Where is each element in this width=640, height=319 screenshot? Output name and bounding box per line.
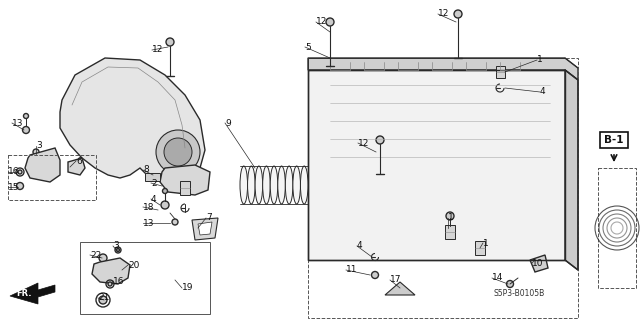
Polygon shape <box>92 258 130 284</box>
Circle shape <box>454 10 462 18</box>
Circle shape <box>172 219 178 225</box>
Polygon shape <box>308 58 578 80</box>
Text: 3: 3 <box>36 142 42 151</box>
Circle shape <box>24 114 29 118</box>
Circle shape <box>22 127 29 133</box>
Circle shape <box>163 189 168 194</box>
Circle shape <box>18 170 22 174</box>
Ellipse shape <box>262 166 270 204</box>
Bar <box>598 168 636 288</box>
Text: 6: 6 <box>76 157 82 166</box>
Text: 8: 8 <box>143 166 148 174</box>
Text: 12: 12 <box>152 46 163 55</box>
Text: 1: 1 <box>448 213 454 222</box>
Circle shape <box>371 271 378 278</box>
Text: 21: 21 <box>98 293 109 302</box>
Text: FR.: FR. <box>16 288 31 298</box>
Circle shape <box>33 149 39 155</box>
Text: 12: 12 <box>316 18 328 26</box>
Circle shape <box>164 138 192 166</box>
Text: B-1: B-1 <box>604 135 624 145</box>
Circle shape <box>446 212 454 220</box>
Text: 17: 17 <box>390 276 401 285</box>
Text: 4: 4 <box>151 195 157 204</box>
Polygon shape <box>530 255 548 272</box>
Ellipse shape <box>278 166 285 204</box>
Circle shape <box>99 254 107 262</box>
Polygon shape <box>385 282 415 295</box>
Text: 3: 3 <box>113 241 119 250</box>
Circle shape <box>108 282 112 286</box>
Bar <box>308 58 578 318</box>
Text: 15: 15 <box>8 182 19 191</box>
Text: 10: 10 <box>532 258 543 268</box>
Text: S5P3-B0105B: S5P3-B0105B <box>494 290 545 299</box>
Polygon shape <box>308 70 565 260</box>
Ellipse shape <box>293 166 300 204</box>
Polygon shape <box>25 148 60 182</box>
Ellipse shape <box>248 166 255 204</box>
Text: 20: 20 <box>128 261 140 270</box>
Text: 9: 9 <box>225 118 231 128</box>
Circle shape <box>326 18 334 26</box>
Bar <box>80 242 210 314</box>
Ellipse shape <box>270 166 278 204</box>
Ellipse shape <box>285 166 293 204</box>
Text: 1: 1 <box>483 239 489 248</box>
Text: 11: 11 <box>346 265 358 275</box>
Polygon shape <box>198 222 212 235</box>
Bar <box>180 181 190 195</box>
Polygon shape <box>565 70 578 270</box>
Text: 5: 5 <box>305 42 311 51</box>
Text: 12: 12 <box>358 138 369 147</box>
Text: 16: 16 <box>8 167 19 176</box>
Ellipse shape <box>240 166 248 204</box>
Circle shape <box>376 136 384 144</box>
Circle shape <box>99 296 107 304</box>
Text: 14: 14 <box>492 273 504 283</box>
Text: 1: 1 <box>537 56 543 64</box>
Ellipse shape <box>255 166 262 204</box>
Circle shape <box>17 182 24 189</box>
Text: 19: 19 <box>182 284 193 293</box>
Text: 4: 4 <box>357 241 363 250</box>
Circle shape <box>156 130 200 174</box>
Bar <box>445 225 455 239</box>
Text: 16: 16 <box>113 277 125 286</box>
Text: 4: 4 <box>540 87 546 97</box>
Bar <box>145 173 160 181</box>
Bar <box>8 155 96 200</box>
Bar <box>600 132 628 148</box>
Polygon shape <box>10 283 55 304</box>
Text: 13: 13 <box>12 118 24 128</box>
Text: 7: 7 <box>206 213 212 222</box>
Text: 18: 18 <box>143 203 154 211</box>
Circle shape <box>506 280 513 287</box>
Polygon shape <box>192 218 218 240</box>
Circle shape <box>115 247 121 253</box>
Polygon shape <box>68 158 85 175</box>
Text: 22: 22 <box>90 250 101 259</box>
Polygon shape <box>60 58 205 182</box>
Polygon shape <box>160 165 210 195</box>
Circle shape <box>161 201 169 209</box>
Bar <box>475 241 485 255</box>
Circle shape <box>116 249 120 251</box>
Ellipse shape <box>300 166 308 204</box>
Text: 13: 13 <box>143 219 154 227</box>
Bar <box>495 66 504 78</box>
Text: 2: 2 <box>151 179 157 188</box>
Circle shape <box>166 38 174 46</box>
Text: 12: 12 <box>438 10 449 19</box>
